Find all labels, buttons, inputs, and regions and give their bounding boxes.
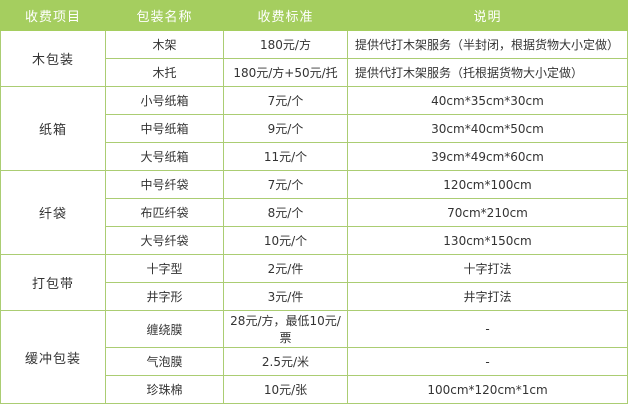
package-name-cell: 布匹纤袋 [105,198,224,227]
fee-standard-cell: 180元/方+50元/托 [223,58,348,87]
description-cell: 120cm*100cm [347,170,628,199]
header-cell-price: 收费标准 [223,0,348,31]
table-row: 大号纤袋 10元/个 130cm*150cm [1,226,628,255]
package-name-cell: 中号纸箱 [105,114,224,143]
table-row: 气泡膜 2.5元/米 - [1,347,628,376]
description-cell: 39cm*49cm*60cm [347,142,628,171]
description-cell: 40cm*35cm*30cm [347,86,628,115]
package-name-cell: 十字型 [105,254,224,283]
package-name-cell: 中号纤袋 [105,170,224,199]
table-row: 木包装 木架 180元/方 提供代打木架服务（半封闭，根据货物大小定做） [0,30,628,87]
description-cell: 十字打法 [347,254,628,283]
fee-standard-cell: 7元/个 [223,86,348,115]
table-row: 布匹纤袋 8元/个 70cm*210cm [1,198,628,227]
fee-standard-cell: 2.5元/米 [223,347,348,376]
description-cell: 井字打法 [347,282,628,311]
table-row: 大号纸箱 11元/个 39cm*49cm*60cm [1,142,628,171]
package-name-cell: 大号纤袋 [105,226,224,255]
description-cell: 提供代打木架服务（托根据货物大小定做） [347,58,628,87]
fee-standard-cell: 8元/个 [223,198,348,227]
description-cell: 100cm*120cm*1cm [347,375,628,404]
fee-standard-cell: 11元/个 [223,142,348,171]
package-name-cell: 木托 [105,58,224,87]
description-cell: 提供代打木架服务（半封闭，根据货物大小定做） [347,30,628,59]
fee-item-group-cell: 纸箱 [0,86,106,171]
table-row: 纤袋 中号纤袋 7元/个 120cm*100cm [0,170,628,255]
table-row: 井字形 3元/件 井字打法 [1,282,628,311]
package-name-cell: 木架 [105,30,224,59]
package-name-cell: 气泡膜 [105,347,224,376]
header-cell-note: 说明 [347,0,628,31]
fee-standard-cell: 28元/方，最低10元/票 [223,310,348,348]
fee-item-group-cell: 木包装 [0,30,106,87]
table-row: 珍珠棉 10元/张 100cm*120cm*1cm [1,375,628,404]
fee-standard-cell: 10元/张 [223,375,348,404]
table-row: 纸箱 小号纸箱 7元/个 40cm*35cm*30cm [0,86,628,171]
table-row: 缓冲包装 缠绕膜 28元/方，最低10元/票 - [0,310,628,404]
description-cell: - [347,310,628,348]
header-cell-item: 收费项目 [0,0,106,31]
description-cell: 70cm*210cm [347,198,628,227]
fee-item-group-cell: 缓冲包装 [0,310,106,404]
description-cell: 30cm*40cm*50cm [347,114,628,143]
table-row: 中号纸箱 9元/个 30cm*40cm*50cm [1,114,628,143]
description-cell: 130cm*150cm [347,226,628,255]
package-name-cell: 缠绕膜 [105,310,224,348]
package-name-cell: 井字形 [105,282,224,311]
fee-standard-cell: 7元/个 [223,170,348,199]
table-header-row: 收费项目 包装名称 收费标准 说明 [0,0,628,31]
fee-standard-cell: 180元/方 [223,30,348,59]
fee-standard-cell: 9元/个 [223,114,348,143]
table-row: 打包带 十字型 2元/件 十字打法 [0,254,628,311]
description-cell: - [347,347,628,376]
package-name-cell: 大号纸箱 [105,142,224,171]
package-name-cell: 珍珠棉 [105,375,224,404]
fee-standard-cell: 10元/个 [223,226,348,255]
fee-standard-cell: 2元/件 [223,254,348,283]
fee-item-group-cell: 纤袋 [0,170,106,255]
package-name-cell: 小号纸箱 [105,86,224,115]
table-row: 木托 180元/方+50元/托 提供代打木架服务（托根据货物大小定做） [1,58,628,87]
packaging-fee-table: 收费项目 包装名称 收费标准 说明 木包装 木架 180元/方 提供代打木架服务（半封闭，根… [0,0,628,404]
header-cell-name: 包装名称 [105,0,224,31]
fee-standard-cell: 3元/件 [223,282,348,311]
fee-item-group-cell: 打包带 [0,254,106,311]
